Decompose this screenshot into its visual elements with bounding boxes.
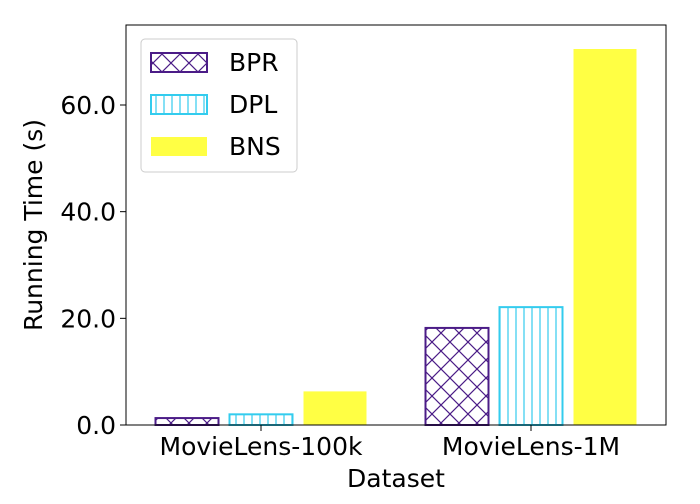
bar-dpl-movielens-1m [498, 306, 564, 426]
y-axis: 0.0 20.0 40.0 60.0 [60, 91, 126, 440]
x-tick-label: MovieLens-100k [160, 432, 363, 461]
x-axis-label: Dataset [347, 464, 445, 493]
y-axis-label: Running Time (s) [19, 119, 48, 331]
legend: BPR DPL BNS [140, 38, 298, 173]
legend-swatch-bpr [150, 52, 208, 73]
bar-dpl-movielens-100k [228, 413, 294, 427]
y-tick-label: 0.0 [76, 411, 116, 440]
bar-bpr-movielens-1m [424, 326, 490, 426]
y-tick-label: 40.0 [60, 198, 116, 227]
legend-label-bns: BNS [229, 132, 281, 161]
bar-bpr-movielens-100k [154, 417, 220, 427]
legend-swatch-bns [151, 137, 207, 156]
legend-label-bpr: BPR [229, 48, 279, 77]
bar-bns-movielens-100k [303, 391, 367, 425]
bar-bns-movielens-1m [573, 49, 637, 425]
legend-label-dpl: DPL [229, 90, 277, 119]
y-tick-label: 20.0 [60, 304, 116, 333]
y-tick-label: 60.0 [60, 91, 116, 120]
bars-layer [154, 49, 637, 427]
x-axis: MovieLens-100k MovieLens-1M [160, 425, 620, 461]
x-tick-label: MovieLens-1M [442, 432, 620, 461]
plot-area-frame [125, 24, 667, 426]
legend-swatch-dpl [150, 94, 208, 115]
